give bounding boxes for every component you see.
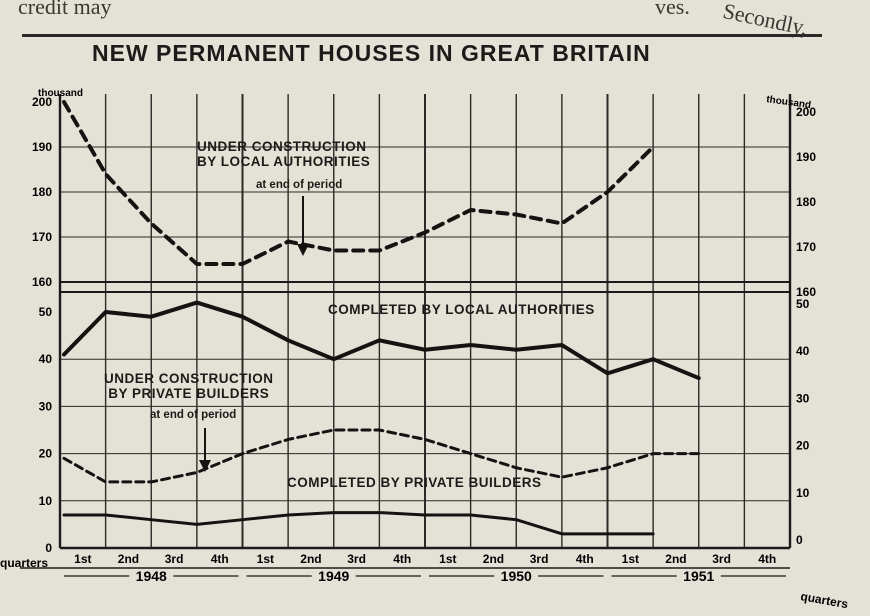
x-tick-year: 1948 [136, 568, 167, 584]
x-tick-quarter: 3rd [530, 552, 549, 566]
x-tick-quarter: 1st [622, 552, 639, 566]
y-tick-right-upper: 160 [796, 285, 816, 299]
y-tick-right-upper: 200 [796, 105, 816, 119]
y-tick-left-upper: 190 [32, 140, 52, 154]
series-under-construction-local [62, 100, 656, 266]
y-tick-left-lower: 30 [39, 399, 53, 413]
y-tick-left-lower: 50 [39, 305, 53, 319]
label-completed-local: COMPLETED BY LOCAL AUTHORITIES [328, 302, 595, 317]
y-tick-right-upper: 180 [796, 195, 816, 209]
label-completed-private: COMPLETED BY PRIVATE BUILDERS [287, 475, 542, 490]
y-tick-left-upper: 160 [32, 275, 52, 289]
x-tick-quarter: 3rd [347, 552, 366, 566]
x-tick-quarter: 4th [211, 552, 229, 566]
series-completed-private [62, 511, 655, 536]
chart-title: NEW PERMANENT HOUSES IN GREAT BRITAIN [92, 40, 651, 66]
label-under-construction-local: UNDER CONSTRUCTION BY LOCAL AUTHORITIES [197, 139, 371, 169]
y-tick-left-upper: 180 [32, 185, 52, 199]
y-tick-right-lower: 10 [796, 486, 810, 500]
x-tick-year: 1949 [318, 568, 349, 584]
x-tick-quarter: 2nd [300, 552, 321, 566]
label-under-construction-private: UNDER CONSTRUCTION BY PRIVATE BUILDERS [104, 371, 274, 401]
y-tick-right-lower: 50 [796, 297, 810, 311]
x-tick-quarter: 1st [74, 552, 91, 566]
x-tick-quarter: 4th [576, 552, 594, 566]
x-tick-quarter: 3rd [712, 552, 731, 566]
series-layer [62, 100, 701, 536]
x-tick-quarter: 1st [439, 552, 456, 566]
header-text-fragment-middle: ves. [655, 0, 690, 19]
x-tick-quarter: 3rd [165, 552, 184, 566]
y-tick-right-lower: 30 [796, 391, 810, 405]
y-tick-right-lower: 20 [796, 439, 810, 453]
x-tick-quarter: 4th [758, 552, 776, 566]
x-tick-quarter: 2nd [118, 552, 139, 566]
y-tick-right-lower: 40 [796, 344, 810, 358]
y-tick-left-lower: 0 [45, 541, 52, 555]
y-tick-left-lower: 40 [39, 352, 53, 366]
x-tick-quarter: 4th [393, 552, 411, 566]
x-tick-quarter: 1st [257, 552, 274, 566]
pointer-head-local-under-construction [297, 244, 309, 256]
y-tick-right-lower: 0 [796, 533, 803, 547]
x-tick-quarter: 2nd [665, 552, 686, 566]
series-under-construction-private [62, 428, 701, 484]
x-tick-quarter: 2nd [483, 552, 504, 566]
header-text-fragment-left: credit may [18, 0, 112, 19]
y-tick-right-upper: 190 [796, 150, 816, 164]
axes [20, 94, 792, 569]
y-tick-left-lower: 20 [39, 447, 53, 461]
x-unit-left: quarters [0, 556, 48, 570]
pointer-head-private-under-construction [199, 460, 211, 472]
note-under-construction-local: at end of period [256, 179, 343, 191]
y-tick-left-lower: 10 [39, 494, 53, 508]
top-rule [22, 34, 822, 37]
x-tick-year: 1950 [501, 568, 532, 584]
x-unit-right: quarters [799, 589, 849, 611]
y-tick-left-upper: 200 [32, 95, 52, 109]
series-completed-local [62, 300, 701, 381]
x-tick-year: 1951 [683, 568, 714, 584]
note-under-construction-private: at end of period [150, 409, 237, 421]
y-tick-right-upper: 170 [796, 240, 816, 254]
y-tick-left-upper: 170 [32, 230, 52, 244]
y-unit-left: thousand [38, 88, 83, 99]
